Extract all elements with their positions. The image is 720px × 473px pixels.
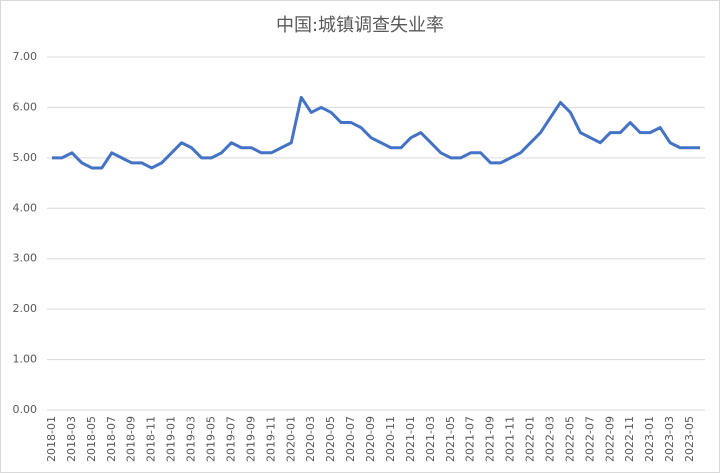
x-tick-label: 2020-03 bbox=[304, 416, 317, 462]
x-tick-label: 2019-03 bbox=[185, 416, 198, 462]
x-tick-label: 2020-11 bbox=[384, 416, 397, 462]
x-tick-label: 2022-11 bbox=[623, 416, 636, 462]
x-tick-label: 2023-01 bbox=[643, 416, 656, 462]
y-tick-label: 5.00 bbox=[13, 151, 38, 164]
x-tick-label: 2023-05 bbox=[683, 416, 696, 462]
y-tick-label: 6.00 bbox=[13, 100, 38, 113]
x-tick-label: 2021-11 bbox=[504, 416, 517, 462]
y-tick-label: 0.00 bbox=[13, 403, 38, 416]
x-tick-label: 2022-03 bbox=[543, 416, 556, 462]
x-tick-label: 2018-09 bbox=[125, 416, 138, 462]
x-tick-label: 2021-01 bbox=[404, 416, 417, 462]
x-tick-label: 2023-03 bbox=[663, 416, 676, 462]
x-tick-label: 2019-07 bbox=[224, 416, 237, 462]
x-tick-label: 2021-03 bbox=[424, 416, 437, 462]
x-tick-label: 2019-11 bbox=[264, 416, 277, 462]
x-tick-label: 2021-07 bbox=[464, 416, 477, 462]
x-tick-label: 2019-09 bbox=[244, 416, 257, 462]
y-tick-label: 7.00 bbox=[13, 50, 38, 63]
chart-title: 中国:城镇调查失业率 bbox=[276, 15, 444, 36]
x-tick-label: 2022-05 bbox=[563, 416, 576, 462]
x-tick-label: 2022-07 bbox=[583, 416, 596, 462]
y-tick-label: 1.00 bbox=[13, 353, 38, 366]
y-tick-label: 3.00 bbox=[13, 252, 38, 265]
y-tick-label: 2.00 bbox=[13, 302, 38, 315]
x-tick-label: 2021-09 bbox=[484, 416, 497, 462]
x-tick-label: 2020-09 bbox=[364, 416, 377, 462]
x-tick-label: 2020-01 bbox=[284, 416, 297, 462]
x-tick-label: 2018-11 bbox=[145, 416, 158, 462]
x-tick-label: 2022-09 bbox=[603, 416, 616, 462]
x-tick-label: 2020-05 bbox=[324, 416, 337, 462]
x-tick-label: 2018-07 bbox=[105, 416, 118, 462]
x-tick-label: 2022-01 bbox=[524, 416, 537, 462]
x-tick-label: 2018-05 bbox=[85, 416, 98, 462]
x-tick-label: 2019-05 bbox=[205, 416, 218, 462]
x-tick-label: 2019-01 bbox=[165, 416, 178, 462]
x-tick-label: 2021-05 bbox=[444, 416, 457, 462]
x-tick-label: 2020-07 bbox=[344, 416, 357, 462]
x-tick-label: 2018-03 bbox=[65, 416, 78, 462]
x-tick-label: 2018-01 bbox=[45, 416, 58, 462]
series-line bbox=[51, 95, 701, 170]
y-tick-label: 4.00 bbox=[13, 201, 38, 214]
